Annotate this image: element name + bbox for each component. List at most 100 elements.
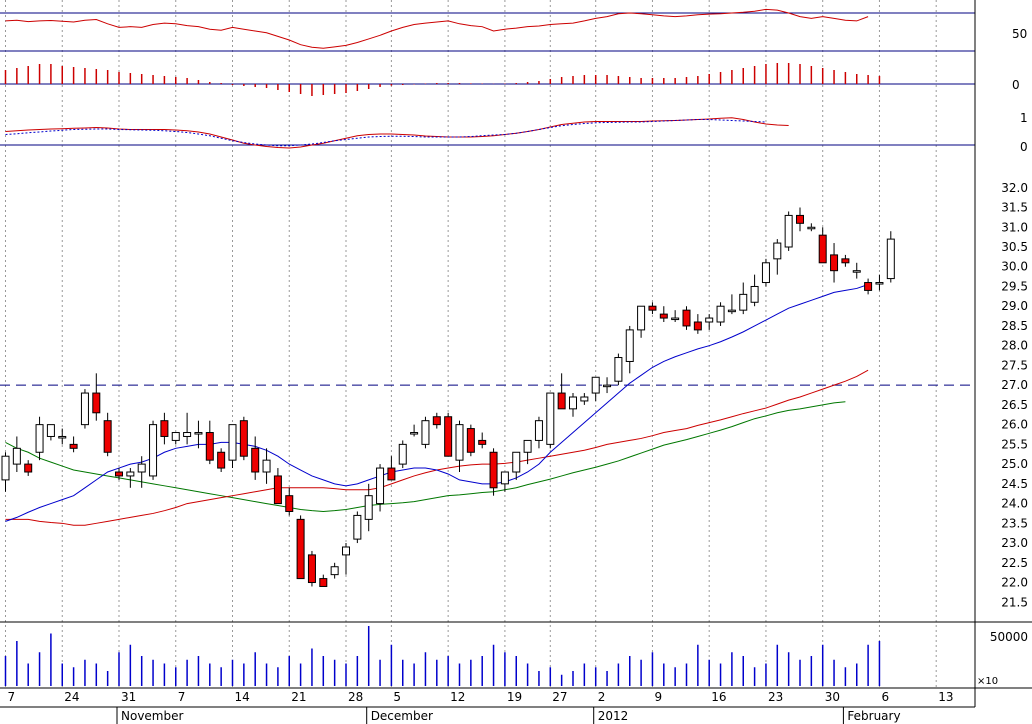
candlestick bbox=[455, 420, 464, 472]
candle-body bbox=[625, 329, 634, 362]
price-tick-label: 30.5 bbox=[1001, 240, 1028, 254]
candle-body bbox=[194, 432, 203, 435]
price-tick-label: 26.0 bbox=[1001, 418, 1028, 432]
candle-body bbox=[830, 254, 839, 272]
price-tick-label: 22.5 bbox=[1001, 556, 1028, 570]
candlestick bbox=[353, 511, 362, 544]
candle-body bbox=[239, 420, 248, 457]
candlestick bbox=[387, 456, 396, 481]
candle-body bbox=[705, 317, 714, 323]
candle-body bbox=[671, 317, 680, 321]
candlestick bbox=[376, 464, 385, 512]
candlestick bbox=[421, 416, 430, 449]
candle-body bbox=[307, 554, 316, 584]
candlestick bbox=[569, 393, 577, 417]
candlestick bbox=[126, 468, 135, 488]
month-label: December bbox=[371, 709, 433, 723]
candlestick bbox=[194, 420, 203, 449]
histogram-panel bbox=[4, 63, 881, 96]
candle-body bbox=[864, 282, 873, 291]
candle-body bbox=[387, 467, 396, 481]
candle-body bbox=[773, 242, 782, 260]
price-tick-label: 29.5 bbox=[1001, 279, 1028, 293]
month-label: February bbox=[847, 709, 900, 723]
oscillator-line bbox=[5, 8, 869, 49]
candle-body bbox=[818, 234, 827, 264]
candle-body bbox=[432, 416, 441, 426]
candlestick bbox=[546, 392, 555, 449]
candle-body bbox=[46, 424, 55, 437]
candlestick bbox=[818, 227, 827, 264]
x-tick-label: 9 bbox=[654, 690, 662, 704]
candlestick bbox=[614, 353, 623, 386]
candle-body bbox=[262, 459, 271, 473]
candlestick bbox=[830, 243, 839, 283]
candle-body bbox=[1, 455, 10, 481]
candlestick bbox=[228, 424, 237, 469]
price-tick-label: 25.0 bbox=[1001, 457, 1028, 471]
candle-body bbox=[455, 424, 464, 461]
candlestick bbox=[137, 456, 146, 488]
candle-body bbox=[273, 475, 282, 505]
candlestick bbox=[12, 436, 21, 472]
price-tick-label: 24.0 bbox=[1001, 497, 1028, 511]
x-tick-label: 23 bbox=[768, 690, 783, 704]
x-tick-label: 7 bbox=[8, 690, 16, 704]
candlestick bbox=[398, 440, 407, 469]
candle-body bbox=[750, 285, 759, 303]
candlestick bbox=[534, 416, 543, 449]
candle-body bbox=[761, 262, 770, 284]
candle-body bbox=[342, 546, 350, 556]
candlestick bbox=[807, 223, 816, 232]
candlestick bbox=[773, 239, 782, 275]
candlestick bbox=[217, 448, 226, 472]
candle-body bbox=[466, 428, 475, 453]
candlestick bbox=[80, 389, 89, 429]
candlestick bbox=[103, 412, 112, 457]
candlestick bbox=[716, 302, 725, 326]
candlestick bbox=[603, 377, 612, 394]
x-tick-label: 6 bbox=[881, 690, 889, 704]
x-tick-label: 21 bbox=[291, 690, 306, 704]
price-tick-label: 25.5 bbox=[1001, 437, 1028, 451]
x-tick-label: 5 bbox=[393, 690, 401, 704]
candle-body bbox=[183, 432, 192, 437]
price-tick-label: 31.5 bbox=[1001, 201, 1028, 215]
candle-body bbox=[58, 435, 67, 439]
x-tick-label: 2 bbox=[598, 690, 606, 704]
price-tick-label: 32.0 bbox=[1001, 181, 1028, 195]
moving-average-long bbox=[5, 401, 846, 512]
candle-body bbox=[69, 443, 78, 449]
x-tick-label: 30 bbox=[825, 690, 840, 704]
candle-body bbox=[807, 226, 816, 230]
candlestick bbox=[841, 254, 850, 267]
candlestick bbox=[580, 393, 589, 405]
grid-lines bbox=[5, 0, 937, 688]
price-tick-label: 23.0 bbox=[1001, 536, 1028, 550]
candlestick bbox=[659, 306, 668, 322]
candlestick bbox=[296, 515, 305, 580]
x-tick-label: 28 bbox=[348, 690, 363, 704]
x-tick-label: 13 bbox=[938, 690, 953, 704]
histogram-axis-label: 0 bbox=[1012, 78, 1020, 92]
candle-body bbox=[716, 305, 725, 323]
price-tick-label: 27.5 bbox=[1001, 358, 1028, 372]
candlestick bbox=[875, 274, 884, 291]
candlestick bbox=[251, 436, 260, 480]
candlestick bbox=[35, 416, 44, 461]
candle-body bbox=[364, 495, 373, 520]
oscillator-panel bbox=[5, 8, 869, 49]
candlestick bbox=[796, 207, 804, 232]
candlestick bbox=[273, 468, 282, 505]
candle-body bbox=[489, 451, 498, 489]
candle-body bbox=[35, 424, 44, 453]
candlestick bbox=[342, 543, 350, 575]
candle-body bbox=[739, 293, 748, 311]
candlestick bbox=[307, 550, 316, 587]
candlestick bbox=[319, 574, 328, 587]
price-tick-label: 23.5 bbox=[1001, 516, 1028, 530]
candle-body bbox=[659, 313, 668, 319]
candlestick bbox=[285, 487, 294, 516]
candlestick bbox=[625, 325, 634, 374]
candlestick bbox=[69, 436, 78, 453]
